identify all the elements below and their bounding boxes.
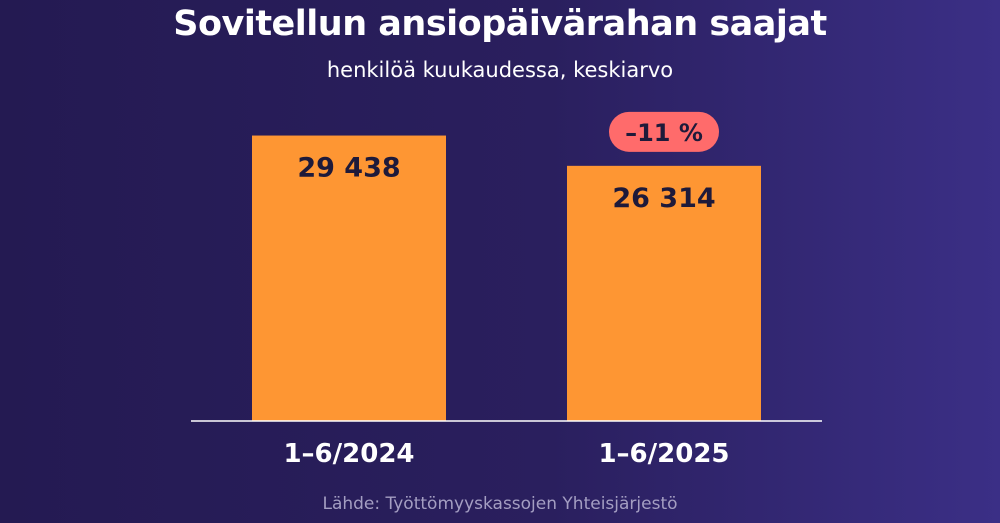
bar-value-label-2: 26 314 <box>612 183 715 214</box>
bar-2 <box>567 165 761 421</box>
source-note: Lähde: Työttömyyskassojen Yhteisjärjestö <box>322 494 678 514</box>
bar-1 <box>252 135 446 422</box>
change-badge-label: –11 % <box>625 119 703 147</box>
chart-subtitle: henkilöä kuukaudessa, keskiarvo <box>326 58 674 82</box>
category-label-1: 1–6/2024 <box>283 439 414 469</box>
chart-title: Sovitellun ansiopäivärahan saajat <box>173 4 827 44</box>
category-label-2: 1–6/2025 <box>598 439 729 469</box>
bar-value-label-1: 29 438 <box>297 153 400 184</box>
change-badge <box>609 111 719 152</box>
